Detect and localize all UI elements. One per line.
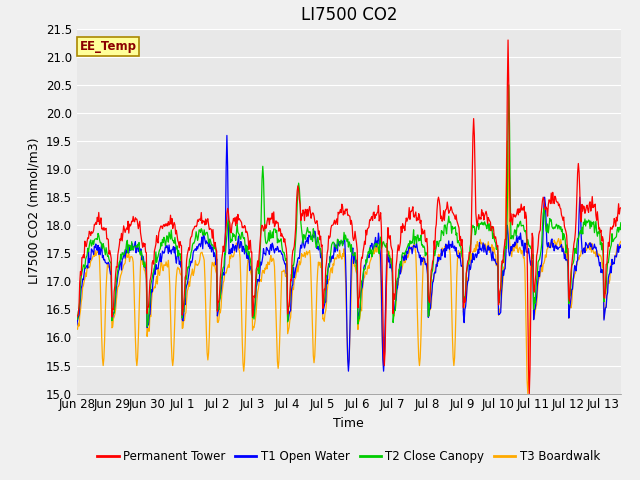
Legend: Permanent Tower, T1 Open Water, T2 Close Canopy, T3 Boardwalk: Permanent Tower, T1 Open Water, T2 Close…	[93, 445, 605, 468]
Text: EE_Temp: EE_Temp	[79, 40, 136, 53]
X-axis label: Time: Time	[333, 417, 364, 430]
Title: LI7500 CO2: LI7500 CO2	[301, 6, 397, 24]
Y-axis label: LI7500 CO2 (mmol/m3): LI7500 CO2 (mmol/m3)	[28, 138, 40, 285]
